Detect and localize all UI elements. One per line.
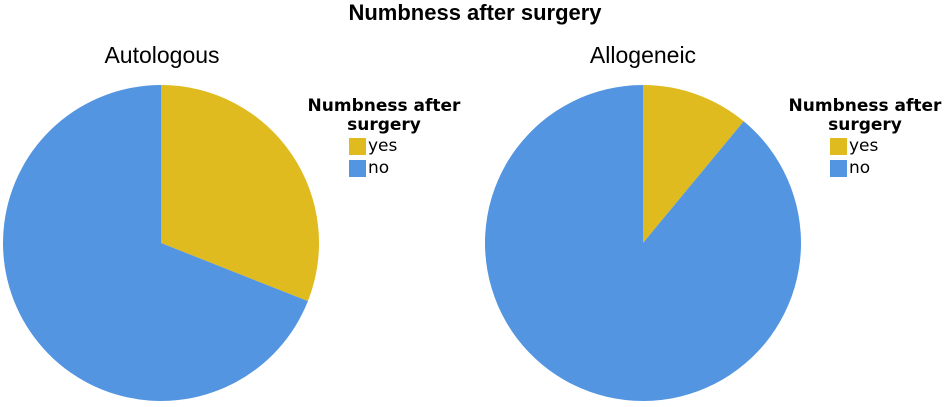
legend-title: Numbness after surgery (788, 96, 942, 135)
legend-item-yes: yes (830, 135, 950, 157)
pie-chart-autologous (3, 85, 319, 402)
legend: Numbness after surgery yes no (294, 97, 474, 179)
legend-label-yes: yes (849, 136, 879, 156)
legend-item-no: no (349, 157, 474, 179)
legend-swatch-yes (830, 137, 847, 155)
chart-main-title: Numbness after surgery (348, 0, 602, 25)
pie-slice-yes (643, 85, 744, 243)
pie-title: Allogeneic (589, 42, 697, 68)
legend-label-no: no (368, 158, 390, 178)
pie-slice-no (3, 85, 308, 402)
pie-chart-allogeneic (484, 85, 801, 401)
legend-label-yes: yes (368, 136, 398, 156)
legend-title: Numbness after surgery (307, 96, 461, 135)
legend-swatch-no (349, 159, 366, 177)
legend-item-no: no (830, 157, 950, 179)
pie-panel-allogeneic: Allogeneic Numbness after surgery yes no (475, 0, 950, 407)
pie-title: Autologous (104, 42, 220, 68)
pie-panel-autologous: Autologous Numbness after surgery yes no (3, 42, 474, 402)
legend-item-yes: yes (349, 135, 474, 157)
pie-slice-no (484, 85, 801, 401)
legend-swatch-yes (349, 137, 366, 155)
legend: Numbness after surgery yes no (775, 97, 950, 179)
pie-slice-yes (161, 85, 319, 302)
legend-label-no: no (849, 158, 871, 178)
legend-swatch-no (830, 159, 847, 177)
